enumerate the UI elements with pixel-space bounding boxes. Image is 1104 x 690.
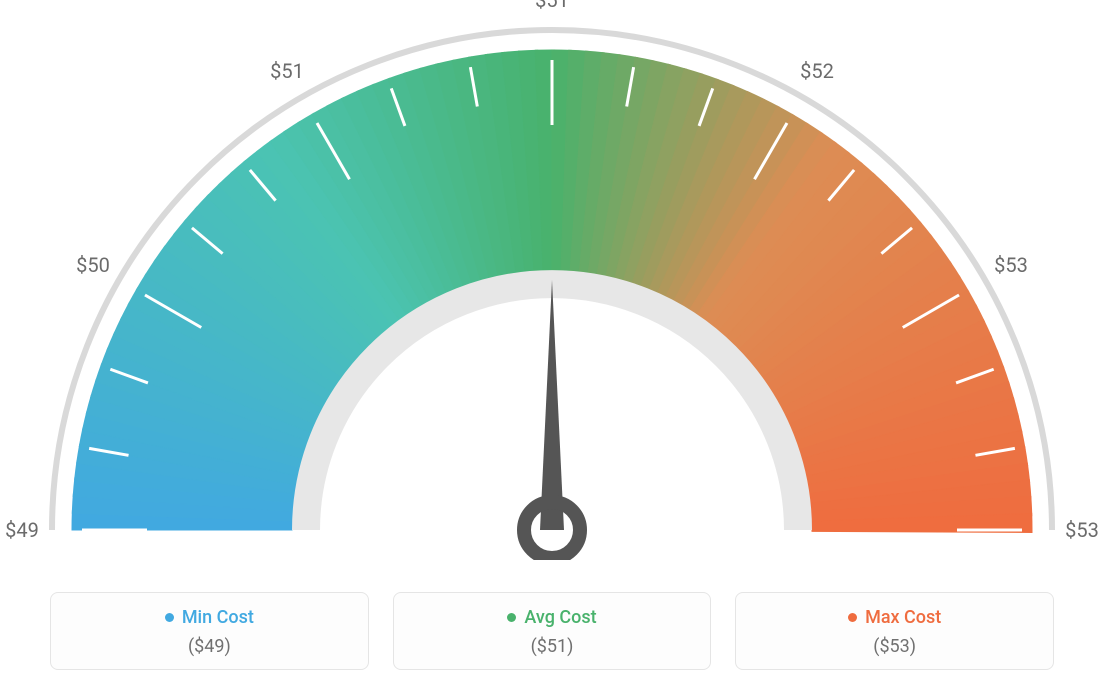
- legend-dot-avg: [507, 613, 516, 622]
- legend-card-max: Max Cost ($53): [735, 592, 1054, 670]
- legend-card-avg: Avg Cost ($51): [393, 592, 712, 670]
- legend-title-min: Min Cost: [165, 607, 254, 628]
- legend-value-max: ($53): [746, 636, 1043, 657]
- legend-row: Min Cost ($49) Avg Cost ($51) Max Cost (…: [50, 592, 1054, 670]
- legend-value-avg: ($51): [404, 636, 701, 657]
- gauge-area: $49 $50 $51 $51 $52 $53 $53: [0, 0, 1104, 560]
- scale-label: $50: [76, 253, 110, 277]
- legend-title-max: Max Cost: [848, 607, 941, 628]
- needle: [540, 280, 564, 530]
- scale-label: $51: [535, 0, 569, 12]
- scale-label: $49: [5, 518, 39, 542]
- scale-label: $53: [1065, 518, 1099, 542]
- scale-label: $53: [994, 253, 1028, 277]
- legend-card-min: Min Cost ($49): [50, 592, 369, 670]
- legend-label-avg: Avg Cost: [524, 607, 596, 628]
- cost-gauge-chart: $49 $50 $51 $51 $52 $53 $53 Min Cost ($49) Avg…: [0, 0, 1104, 690]
- gauge-svg: [0, 0, 1104, 560]
- legend-label-max: Max Cost: [865, 607, 941, 628]
- scale-label: $52: [800, 59, 834, 83]
- legend-label-min: Min Cost: [182, 607, 254, 628]
- legend-title-avg: Avg Cost: [507, 607, 596, 628]
- legend-dot-max: [848, 613, 857, 622]
- legend-dot-min: [165, 613, 174, 622]
- legend-value-min: ($49): [61, 636, 358, 657]
- scale-label: $51: [270, 59, 304, 83]
